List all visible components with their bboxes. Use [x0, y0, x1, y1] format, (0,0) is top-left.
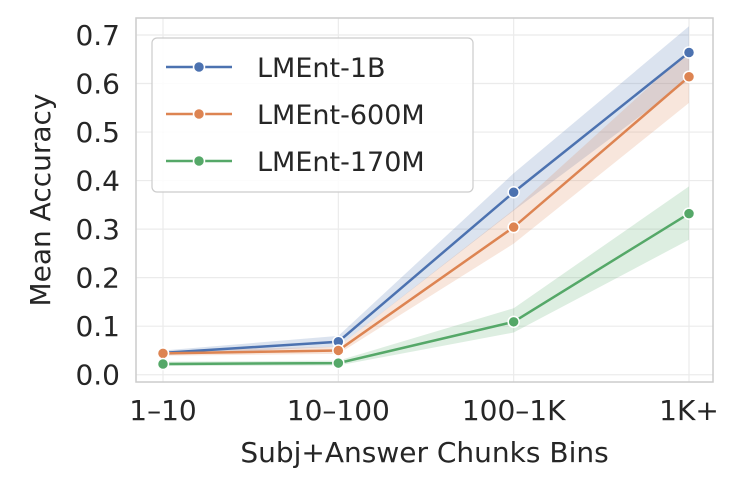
legend-swatch-marker — [192, 107, 206, 121]
x-tick-label: 100–1K — [462, 394, 566, 427]
series-line — [162, 212, 690, 366]
x-tick-label: 1–10 — [129, 394, 196, 427]
y-tick-label: 0.6 — [75, 68, 120, 101]
confidence-bands — [163, 26, 689, 366]
y-tick-labels: 0.0 0.1 0.2 0.3 0.4 0.5 0.6 0.7 — [75, 19, 120, 392]
legend-label: LMEnt-1B — [257, 53, 386, 84]
legend-swatch-marker — [192, 154, 206, 168]
data-point — [682, 70, 696, 83]
series-points — [156, 46, 696, 371]
data-point — [156, 357, 170, 371]
data-point — [682, 46, 696, 59]
data-point — [156, 347, 170, 360]
y-tick-label: 0.0 — [75, 359, 120, 392]
series-line — [162, 51, 690, 355]
data-point — [507, 220, 520, 234]
y-tick-label: 0.5 — [75, 116, 120, 149]
series-lines — [162, 51, 690, 366]
y-tick-label: 0.2 — [75, 262, 120, 295]
y-axis-label: Mean Accuracy — [24, 93, 57, 306]
y-tick-label: 0.4 — [75, 165, 120, 198]
y-tick-label: 0.3 — [75, 213, 120, 246]
x-axis-label: Subj+Answer Chunks Bins — [240, 436, 608, 469]
legend-label: LMEnt-600M — [257, 100, 425, 131]
y-tick-label: 0.1 — [75, 310, 120, 343]
data-point — [507, 185, 520, 199]
data-point — [332, 356, 345, 370]
legend-label: LMEnt-170M — [257, 147, 425, 178]
plot-frame — [135, 17, 714, 383]
confidence-band — [163, 50, 689, 356]
data-point — [507, 315, 520, 329]
series-line — [162, 75, 690, 355]
data-point — [682, 207, 696, 220]
legend-swatch-marker — [192, 60, 206, 74]
x-tick-label: 10–100 — [287, 394, 390, 427]
legend: LMEnt-1B LMEnt-600M LMEnt-170M — [151, 37, 474, 193]
data-point — [332, 344, 345, 357]
legend-box — [151, 37, 474, 193]
confidence-band — [163, 186, 689, 366]
y-tick-label: 0.7 — [75, 19, 120, 52]
x-tick-label: 1K+ — [659, 394, 719, 427]
x-tick-labels: 1–10 10–100 100–1K 1K+ — [129, 394, 719, 427]
